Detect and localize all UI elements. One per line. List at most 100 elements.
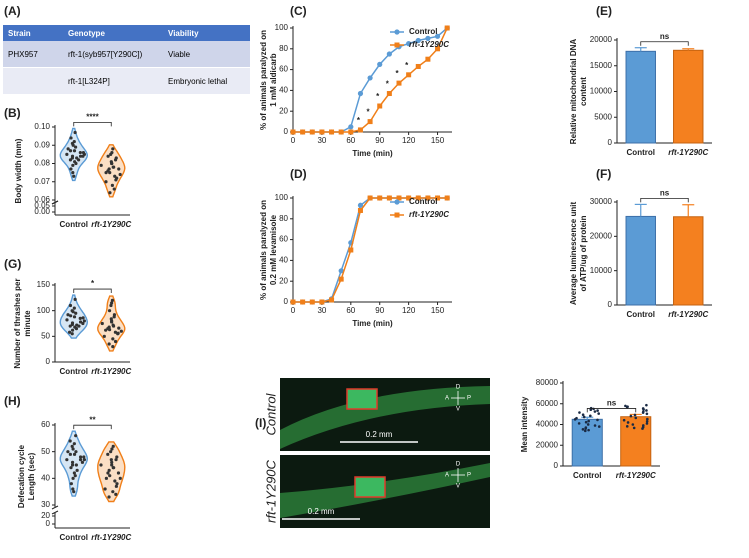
x-tick-label: 120 [402, 306, 416, 315]
y-axis-label: Average luminescence unit [569, 202, 578, 306]
dot [110, 298, 115, 302]
dot [71, 476, 75, 480]
dot [68, 330, 72, 334]
y-tick-label: 80 [279, 214, 288, 223]
dot [119, 329, 123, 333]
dot [114, 178, 118, 182]
bar [673, 216, 704, 306]
dot [116, 332, 120, 336]
dot [73, 474, 77, 478]
y-tick-label: 10000 [590, 266, 613, 275]
dot [72, 174, 76, 178]
marker [386, 51, 392, 57]
significance-bracket [640, 41, 689, 46]
compass-label: P [467, 473, 471, 479]
dot [73, 130, 77, 135]
dot [81, 316, 85, 320]
dot [81, 154, 85, 158]
y-axis-label: Relative mitochondrial DNA [569, 39, 578, 145]
x-tick-label: rft-1Y290C [616, 471, 656, 480]
dot [645, 412, 649, 416]
dot [114, 492, 118, 496]
dot [74, 463, 78, 467]
x-tick-label: rft-1Y290C [91, 533, 131, 542]
dot [116, 471, 121, 475]
dot [118, 476, 122, 480]
dot [578, 411, 581, 414]
marker [300, 299, 306, 305]
dot [104, 328, 108, 332]
x-tick-label: 60 [346, 306, 355, 315]
bar [620, 416, 652, 467]
y-axis-label: Length (sec) [27, 452, 36, 500]
dot [74, 450, 78, 454]
dot [78, 316, 82, 320]
dot [113, 479, 117, 483]
y-tick-label: 100 [275, 23, 289, 32]
dot [629, 414, 633, 418]
bar [571, 418, 603, 467]
dot [72, 471, 76, 475]
dot [71, 487, 75, 491]
significance: ns [660, 189, 670, 198]
dot [71, 310, 75, 314]
dot [586, 423, 590, 426]
compass-label: D [456, 385, 461, 391]
x-tick-label: 90 [375, 136, 384, 145]
axis-break [51, 200, 59, 205]
y-tick-label: 40 [279, 86, 288, 95]
dot [73, 297, 77, 301]
dot [70, 463, 75, 467]
dot [632, 426, 636, 430]
row: rft-1[L324P] Embryonic lethal [3, 67, 250, 95]
dot [109, 303, 113, 308]
marker [357, 207, 363, 213]
dot [645, 403, 648, 407]
significance: ** [89, 415, 96, 424]
marker [435, 195, 441, 201]
dot [70, 328, 75, 332]
x-tick-label: 120 [402, 136, 416, 145]
dot [113, 158, 118, 162]
y-tick-label: 0 [554, 461, 559, 470]
y-tick-label: 15000 [590, 61, 613, 70]
marker [348, 124, 354, 130]
cell: PHX957 [3, 41, 63, 68]
dot [68, 303, 73, 308]
dot [107, 309, 112, 313]
dot [74, 434, 78, 438]
panel-label: (B) [4, 106, 21, 120]
y-axis-label: content [579, 77, 588, 106]
x-tick-label: 60 [346, 136, 355, 145]
worm [280, 386, 490, 449]
dot [107, 495, 111, 499]
x-tick-label: Control [60, 220, 88, 229]
header-row: Strain Genotype Viability [3, 25, 250, 41]
dot [112, 466, 116, 470]
y-tick-label: 40 [279, 256, 288, 265]
significance-bracket [640, 198, 689, 203]
x-tick-label: 0 [291, 136, 296, 145]
y-tick-label: 80 [279, 44, 288, 53]
y-axis-label: % of animals paralyzed on [259, 30, 268, 130]
marker [406, 72, 412, 78]
dot [65, 152, 69, 156]
roi [354, 476, 386, 498]
legend-marker [394, 199, 400, 205]
dot [114, 484, 118, 488]
violin [59, 430, 89, 497]
dot [111, 324, 116, 328]
cell: rft-1[L324P] [63, 67, 163, 95]
dot [111, 147, 115, 151]
x-tick-label: 150 [431, 306, 445, 315]
dot [69, 466, 73, 470]
y-tick-label: 0 [608, 300, 613, 309]
scale-label: 0.2 mm [308, 507, 335, 516]
y-tick-label: 0 [46, 357, 51, 366]
marker [406, 195, 412, 201]
x-tick-label: Control [60, 367, 88, 376]
dot [75, 468, 79, 472]
marker [386, 91, 392, 97]
marker [357, 127, 363, 133]
